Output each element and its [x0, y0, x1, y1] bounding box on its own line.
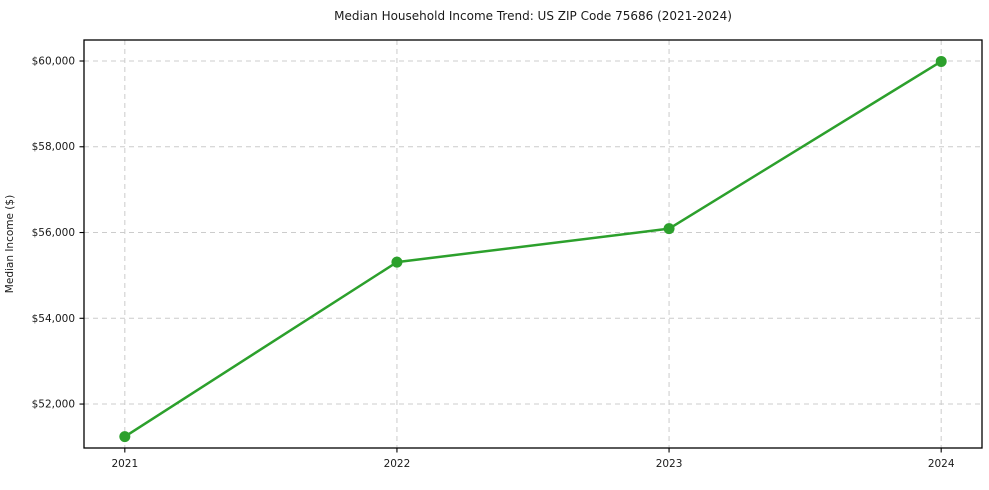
y-tick-label: $58,000 — [32, 141, 75, 153]
y-tick-label: $60,000 — [32, 55, 75, 67]
trend-line — [123, 60, 943, 438]
x-tick-label: 2023 — [656, 458, 683, 470]
data-point — [119, 431, 131, 443]
y-tick-label: $54,000 — [32, 313, 75, 325]
x-tick-label: 2021 — [111, 458, 138, 470]
x-tick-label: 2022 — [384, 458, 411, 470]
axes-spines — [83, 39, 983, 449]
x-tick-label: 2024 — [928, 458, 955, 470]
y-tick-label: $56,000 — [32, 227, 75, 239]
chart-title: Median Household Income Trend: US ZIP Co… — [334, 9, 732, 23]
data-point — [663, 223, 675, 235]
y-tick-label: $52,000 — [32, 399, 75, 411]
data-point — [935, 55, 947, 67]
data-point — [391, 256, 403, 268]
